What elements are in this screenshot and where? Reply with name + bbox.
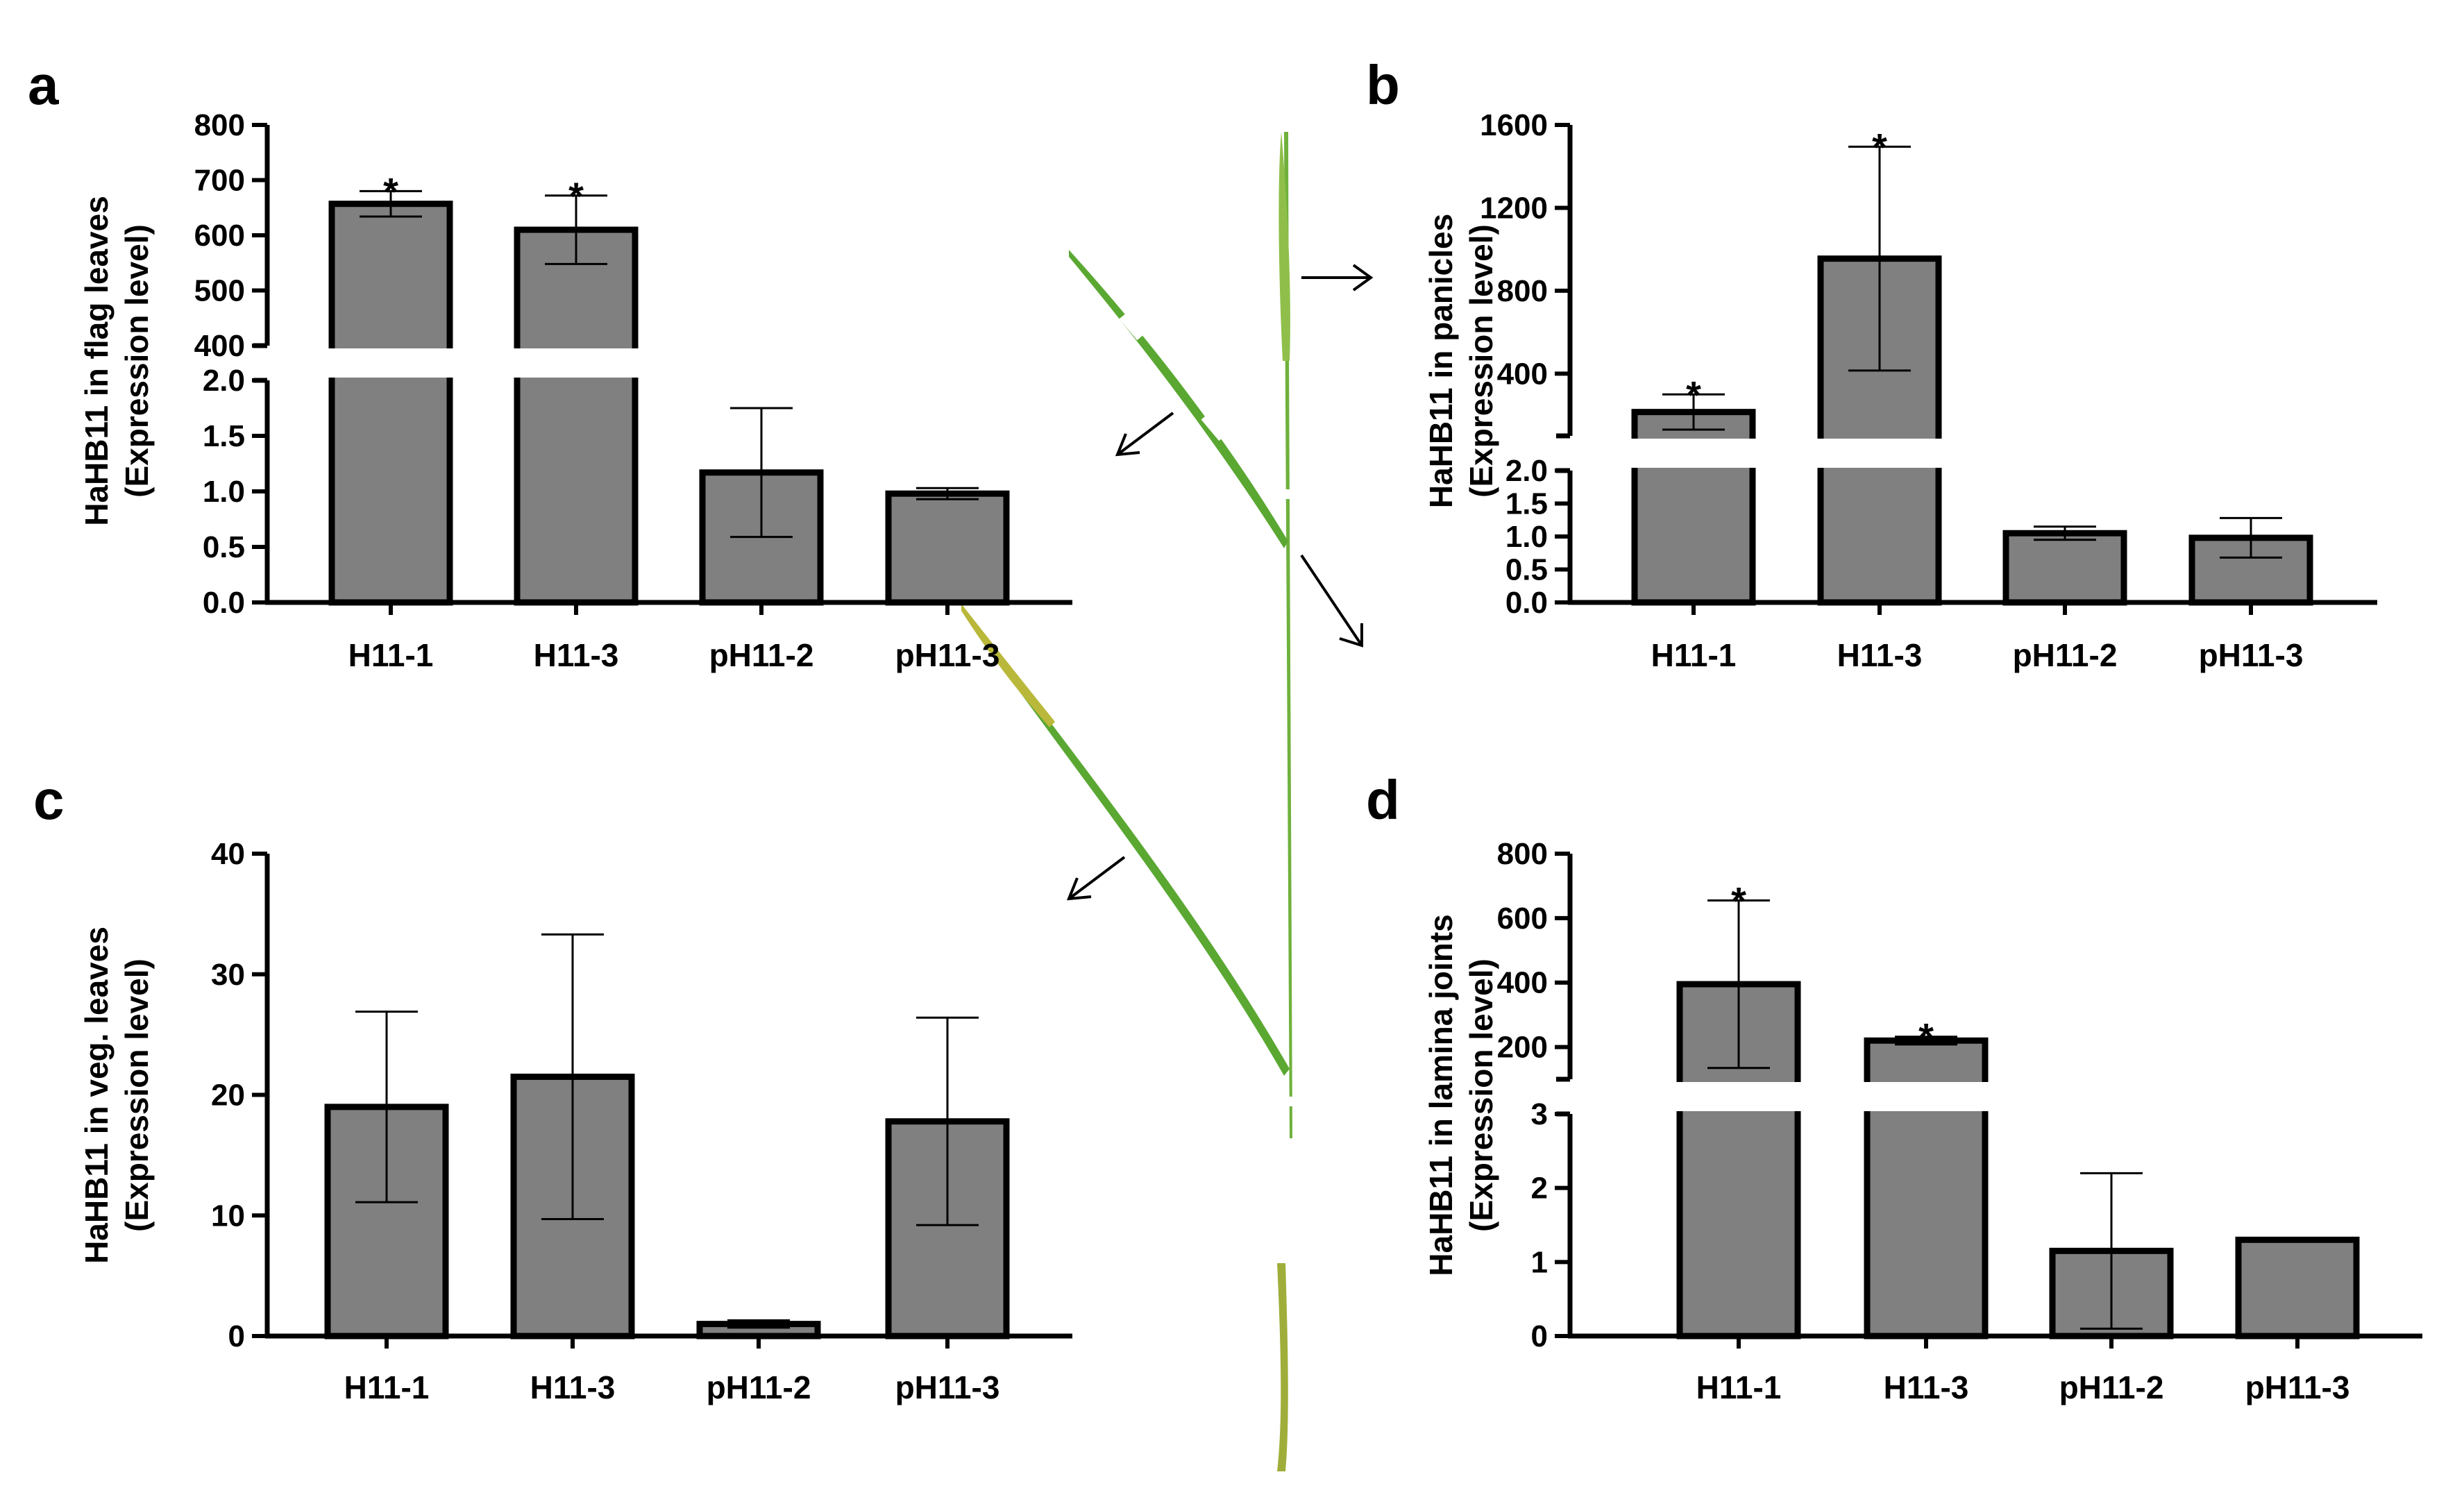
y-tick-label: 0 xyxy=(228,1319,245,1353)
y-tick-label: 0 xyxy=(1531,1319,1548,1353)
bar xyxy=(328,201,453,606)
axis-break-band xyxy=(1576,1082,2428,1111)
category-label: pH11-2 xyxy=(2059,1369,2164,1405)
category-label: H11-3 xyxy=(1884,1369,1969,1405)
y-tick-label: 0.5 xyxy=(1505,553,1548,587)
panicle-graphic xyxy=(1279,132,1290,361)
sheath-graphic xyxy=(1277,1263,1288,1471)
significance-star: * xyxy=(1918,1015,1934,1059)
panel-label-b: b xyxy=(1366,54,1400,116)
panel-label-c: c xyxy=(33,769,65,831)
y-tick-label: 400 xyxy=(1497,357,1548,391)
panel-label-a: a xyxy=(28,54,59,116)
chart-panel-c: H11-1 H11-3 pH11-2 pH11-3 0 10 20 30 40 HaHB11 in… xyxy=(78,837,1072,1405)
y-axis-label-line2: (Expression level) xyxy=(1463,224,1499,498)
y-tick-label: 1 xyxy=(1531,1245,1548,1279)
y-axis-label: HaHB11 in lamina joints (Expression level… xyxy=(1423,914,1499,1276)
y-axis-label-line2: (Expression level) xyxy=(119,224,155,498)
y-tick-label: 600 xyxy=(1497,902,1548,936)
y-tick-label: 200 xyxy=(1497,1031,1548,1065)
y-tick-label: 800 xyxy=(1497,274,1548,308)
y-axis-label-line1: HaHB11 in flag leaves xyxy=(78,196,115,526)
y-tick-label: 0.0 xyxy=(203,586,245,620)
y-tick-label: 700 xyxy=(194,164,245,198)
y-tick-label: 0.5 xyxy=(203,530,245,564)
chart-panel-b: * H11-1 * H11-3 pH11-2 pH11-3 0.00.51.01.52.0 4… xyxy=(1423,108,2383,673)
y-tick-label: 20 xyxy=(211,1079,245,1113)
bar xyxy=(2002,530,2127,606)
y-tick-label: 40 xyxy=(211,837,245,871)
y-tick-label: 400 xyxy=(1497,966,1548,1000)
y-axis-label-line2: (Expression level) xyxy=(1463,958,1499,1232)
y-tick-label: 1200 xyxy=(1480,191,1548,225)
category-label: H11-1 xyxy=(344,1369,430,1405)
category-label: pH11-3 xyxy=(2199,637,2304,673)
y-tick-label: 2 xyxy=(1531,1172,1548,1206)
y-tick-label: 1.0 xyxy=(1505,520,1548,554)
y-tick-label: 0.0 xyxy=(1505,586,1548,620)
significance-star: * xyxy=(383,169,398,213)
y-axis-label: HaHB11 in veg. leaves (Expression level) xyxy=(78,927,155,1264)
y-tick-label: 400 xyxy=(194,329,245,363)
y-tick-label: 1.5 xyxy=(203,419,245,453)
significance-star: * xyxy=(1872,125,1887,169)
bar xyxy=(885,490,1010,606)
significance-star: * xyxy=(1731,879,1746,922)
flag-leaf-graphic xyxy=(1069,250,1288,548)
y-tick-label: 600 xyxy=(194,219,245,253)
y-tick-label: 30 xyxy=(211,958,245,992)
category-label: pH11-2 xyxy=(707,1369,811,1405)
axis-break-band xyxy=(1576,439,2383,468)
y-axis-label-line1: HaHB11 in panicles xyxy=(1423,214,1459,508)
category-label: pH11-2 xyxy=(709,637,814,673)
y-tick-label: 2.0 xyxy=(203,364,245,398)
y-tick-label: 1600 xyxy=(1480,108,1548,142)
chart-panel-a: * H11-1 * H11-3 pH11-2 pH11-3 0.0 0.5 1.0 1.5 2.04… xyxy=(78,108,1078,673)
category-label: pH11-2 xyxy=(2013,637,2118,673)
y-axis-label: HaHB11 in flag leaves (Expression level) xyxy=(78,196,155,526)
category-label: pH11-3 xyxy=(895,1369,1000,1405)
category-label: H11-3 xyxy=(1837,637,1923,673)
y-axis-label-line1: HaHB11 in lamina joints xyxy=(1423,914,1459,1276)
bar xyxy=(514,226,639,606)
y-tick-label: 500 xyxy=(194,274,245,308)
y-axis-label-line1: HaHB11 in veg. leaves xyxy=(78,927,115,1264)
y-axis-label-line2: (Expression level) xyxy=(119,958,155,1232)
y-tick-label: 1.0 xyxy=(203,475,245,509)
rice-plant-illustration xyxy=(961,132,1374,1471)
category-label: H11-1 xyxy=(1651,637,1737,673)
y-tick-label: 1.5 xyxy=(1505,487,1548,521)
panel-label-d: d xyxy=(1366,769,1400,831)
significance-star: * xyxy=(568,174,584,218)
significance-star: * xyxy=(1686,373,1701,416)
charts: *H11-1*H11-3 pH11-2 pH11-30.00.51.01.52.04… xyxy=(78,108,2428,1405)
break-gaps xyxy=(1086,313,1298,1224)
y-axis-label: HaHB11 in panicles (Expression level) xyxy=(1423,214,1499,508)
category-label: pH11-3 xyxy=(2245,1369,2350,1405)
chart-panel-d: * H11-1 * H11-3 pH11-2 pH11-3 0 1 2 3 200 400 600 800… xyxy=(1423,837,2428,1405)
category-label: H11-3 xyxy=(534,637,619,673)
veg-leaf-graphic xyxy=(961,604,1290,1076)
y-tick-label: 3 xyxy=(1531,1097,1548,1131)
category-label: H11-1 xyxy=(348,637,434,673)
stem-graphic xyxy=(1284,132,1292,1138)
pointer-arrows xyxy=(1066,264,1374,901)
axis-break-band xyxy=(273,348,1078,378)
category-label: pH11-3 xyxy=(895,637,1000,673)
leaf-tip-graphic xyxy=(961,604,1055,727)
y-tick-label: 800 xyxy=(1497,837,1548,871)
y-tick-label: 800 xyxy=(194,108,245,142)
y-tick-label: 10 xyxy=(211,1199,245,1233)
y-tick-label: 2.0 xyxy=(1505,454,1548,488)
bar xyxy=(2235,1236,2360,1340)
category-label: H11-1 xyxy=(1696,1369,1782,1405)
category-label: H11-3 xyxy=(530,1369,616,1405)
